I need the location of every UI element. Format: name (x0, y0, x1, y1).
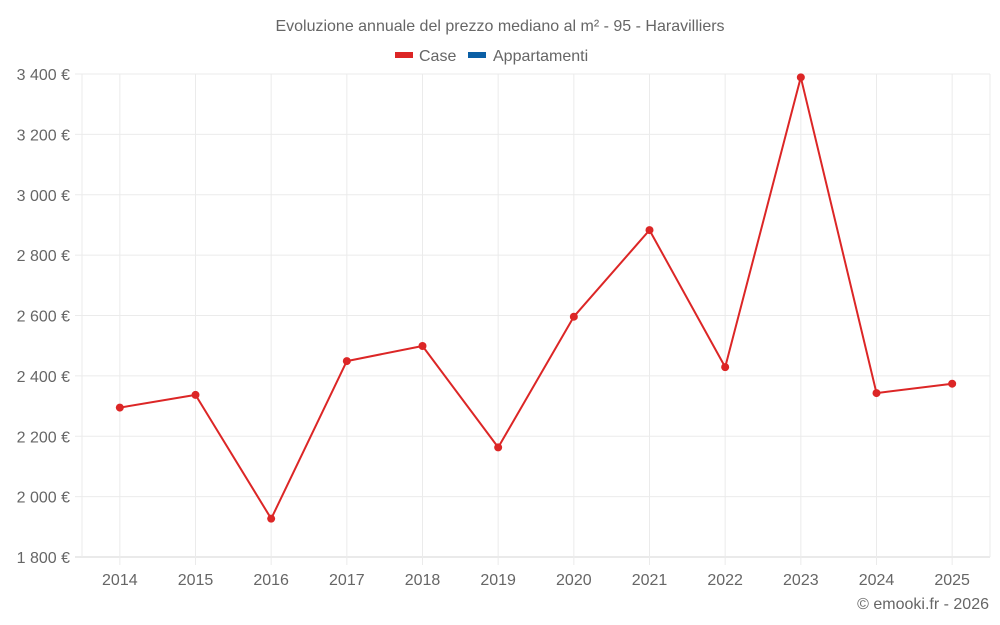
y-tick-label: 3 200 € (17, 127, 70, 144)
x-tick-label: 2020 (556, 572, 592, 589)
x-tick-label: 2018 (405, 572, 441, 589)
x-tick-label: 2019 (480, 572, 516, 589)
grid (75, 73, 991, 565)
series-line (119, 76, 953, 520)
chart-title: Evoluzione annuale del prezzo mediano al… (275, 18, 724, 35)
y-tick-label: 2 000 € (17, 490, 70, 507)
data-point-marker[interactable] (796, 73, 805, 82)
data-point-marker[interactable] (115, 403, 124, 412)
data-point-marker[interactable] (948, 379, 957, 388)
x-tick-label: 2023 (783, 572, 819, 589)
series-case (115, 73, 957, 523)
y-tick-label: 2 400 € (17, 369, 70, 386)
legend-label: Case (419, 48, 456, 65)
x-tick-label: 2021 (632, 572, 668, 589)
legend-swatch-icon (395, 52, 413, 58)
y-tick-label: 2 200 € (17, 429, 70, 446)
data-point-marker[interactable] (267, 514, 276, 523)
data-point-marker[interactable] (721, 363, 730, 372)
x-tick-label: 2014 (102, 572, 138, 589)
data-point-marker[interactable] (569, 312, 578, 321)
y-tick-label: 2 800 € (17, 248, 70, 265)
series-layer (115, 73, 957, 523)
legend-item-appartamenti[interactable]: Appartamenti (468, 48, 588, 65)
data-point-marker[interactable] (191, 390, 200, 399)
legend-label: Appartamenti (493, 48, 588, 65)
y-tick-label: 3 400 € (17, 67, 70, 84)
y-tick-label: 1 800 € (17, 550, 70, 567)
data-point-marker[interactable] (494, 443, 503, 452)
x-tick-label: 2025 (934, 572, 970, 589)
y-tick-label: 2 600 € (17, 309, 70, 326)
data-point-marker[interactable] (342, 357, 351, 366)
x-tick-label: 2017 (329, 572, 365, 589)
x-axis: 2014 2015 2016 2017 2018 2019 2020 2021 2022 2023… (102, 572, 970, 589)
credit-text: © emooki.fr - 2026 (857, 596, 989, 613)
y-tick-label: 3 000 € (17, 188, 70, 205)
legend: Case Appartamenti (395, 48, 588, 65)
legend-item-case[interactable]: Case (395, 48, 456, 65)
x-tick-label: 2022 (707, 572, 743, 589)
x-tick-label: 2015 (178, 572, 214, 589)
data-point-marker[interactable] (872, 389, 881, 398)
y-axis: 1 800 € 2 000 € 2 200 € 2 400 € 2 600 € 2 800… (17, 67, 70, 567)
legend-swatch-icon (468, 52, 486, 58)
data-point-marker[interactable] (418, 341, 427, 350)
data-point-marker[interactable] (645, 226, 654, 235)
x-tick-label: 2016 (253, 572, 289, 589)
x-tick-label: 2024 (859, 572, 895, 589)
